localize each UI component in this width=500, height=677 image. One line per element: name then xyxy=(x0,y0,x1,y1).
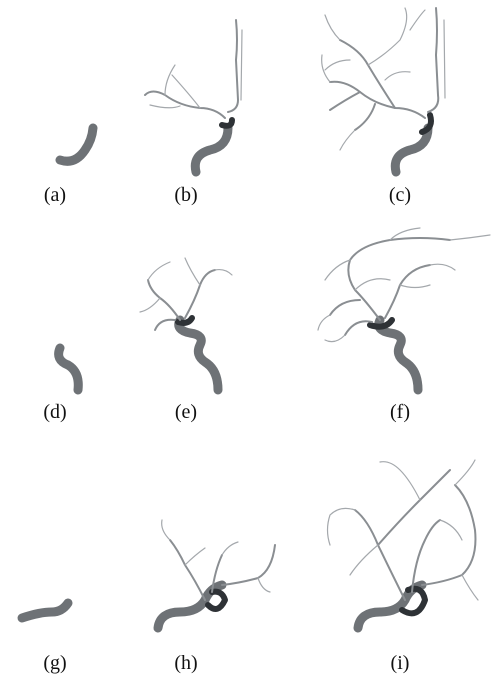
panel-image-g xyxy=(22,603,68,618)
panel-label: (g) xyxy=(43,652,66,674)
panel-image-f xyxy=(318,228,490,390)
panel-label: (b) xyxy=(174,184,197,206)
panel-label: (i) xyxy=(391,652,410,674)
panel-label: (d) xyxy=(43,401,66,423)
panel-image-c xyxy=(322,8,445,172)
panel-label: (c) xyxy=(389,184,411,206)
panel-image-d xyxy=(59,348,79,390)
panel-image-h xyxy=(158,520,275,628)
panel-image-b xyxy=(145,20,242,172)
figure: (a) (b) (c) (d) (e) (f) (g) (h) (i) xyxy=(0,0,500,677)
panel-label: (f) xyxy=(390,401,410,423)
panel-label: (h) xyxy=(174,652,197,674)
panel-image-a xyxy=(60,128,93,161)
panel-label: (e) xyxy=(175,401,197,423)
panel-label: (a) xyxy=(44,184,66,206)
panel-image-e xyxy=(140,258,232,390)
panel-image-i xyxy=(328,460,479,628)
